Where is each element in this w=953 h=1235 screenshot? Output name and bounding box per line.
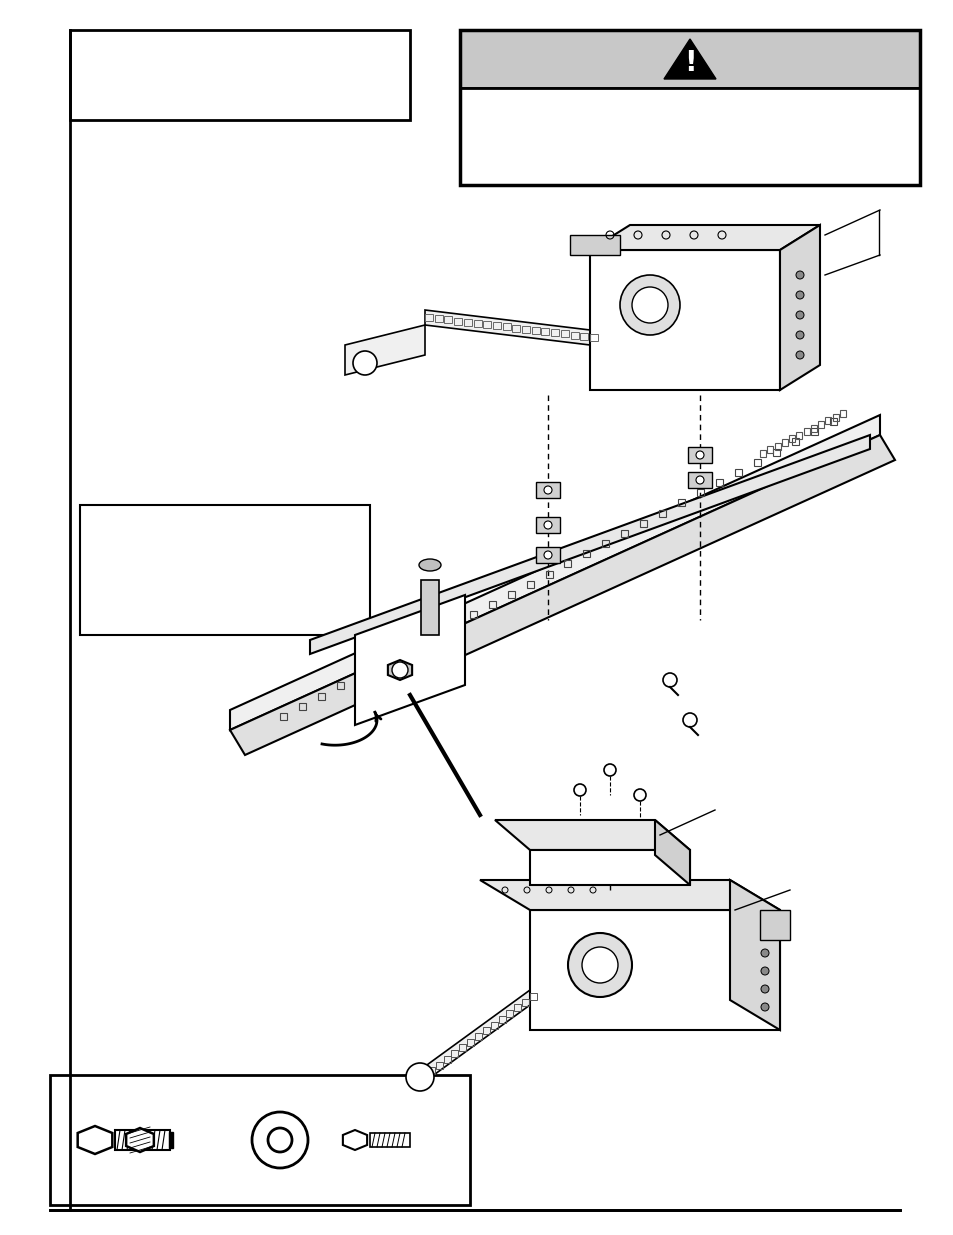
Polygon shape [687, 447, 711, 463]
Circle shape [760, 1003, 768, 1011]
Circle shape [603, 764, 616, 776]
Polygon shape [424, 310, 589, 345]
Circle shape [795, 270, 803, 279]
Circle shape [795, 351, 803, 359]
Polygon shape [780, 225, 820, 390]
Circle shape [760, 967, 768, 974]
Bar [50, 1074, 470, 1205]
Bar [420, 580, 438, 635]
Circle shape [406, 1063, 434, 1091]
Polygon shape [536, 482, 559, 498]
Circle shape [682, 713, 697, 727]
Circle shape [543, 551, 552, 559]
Circle shape [581, 947, 618, 983]
Polygon shape [663, 40, 716, 79]
Polygon shape [77, 1126, 112, 1153]
Circle shape [634, 789, 645, 802]
Circle shape [631, 287, 667, 324]
Circle shape [574, 784, 585, 797]
Circle shape [392, 662, 408, 678]
Circle shape [696, 475, 703, 484]
Bar [70, 30, 410, 120]
Bar [370, 1132, 410, 1147]
Circle shape [760, 948, 768, 957]
Circle shape [567, 932, 631, 997]
Polygon shape [569, 235, 619, 254]
Bar [80, 505, 370, 635]
Bar [115, 1130, 170, 1150]
Polygon shape [536, 547, 559, 563]
Circle shape [353, 351, 376, 375]
Polygon shape [530, 850, 689, 885]
Circle shape [760, 931, 768, 939]
Circle shape [543, 521, 552, 529]
Polygon shape [419, 990, 530, 1086]
Polygon shape [342, 1130, 367, 1150]
Circle shape [795, 311, 803, 319]
Circle shape [252, 1112, 308, 1168]
Polygon shape [126, 1128, 153, 1152]
Polygon shape [230, 435, 894, 755]
Bar [169, 1132, 172, 1149]
Circle shape [795, 331, 803, 338]
Polygon shape [388, 659, 412, 680]
Circle shape [795, 291, 803, 299]
Polygon shape [729, 881, 780, 1030]
Ellipse shape [418, 559, 440, 571]
Circle shape [543, 487, 552, 494]
Polygon shape [345, 325, 424, 375]
Circle shape [662, 673, 677, 687]
Polygon shape [687, 472, 711, 488]
Circle shape [696, 451, 703, 459]
Polygon shape [479, 881, 780, 910]
Circle shape [268, 1128, 292, 1152]
Bar [459, 30, 919, 88]
Circle shape [760, 986, 768, 993]
Polygon shape [589, 225, 820, 249]
Polygon shape [760, 910, 789, 940]
Polygon shape [355, 595, 464, 725]
Circle shape [619, 275, 679, 335]
Polygon shape [536, 517, 559, 534]
Polygon shape [589, 249, 780, 390]
Polygon shape [530, 910, 780, 1030]
Text: !: ! [683, 49, 696, 77]
Bar [459, 30, 919, 185]
Polygon shape [495, 820, 689, 850]
Polygon shape [310, 435, 869, 655]
Polygon shape [655, 820, 689, 885]
Bar [459, 88, 919, 185]
Polygon shape [230, 415, 879, 730]
